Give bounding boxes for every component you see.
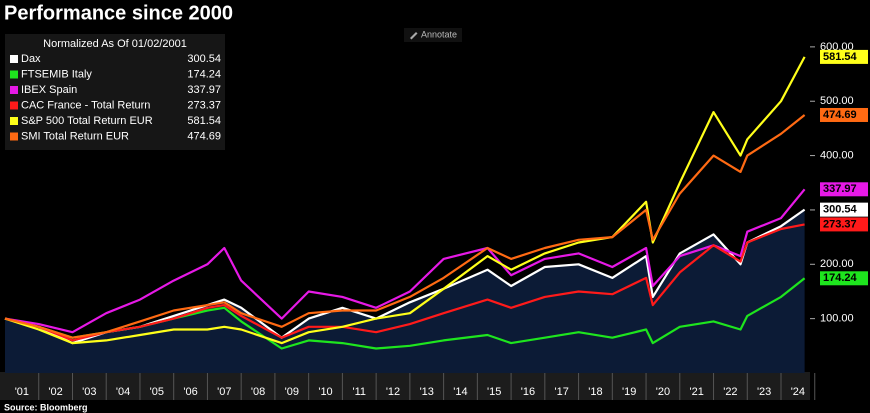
legend-box — [5, 34, 225, 150]
value-tag — [820, 271, 868, 286]
y-tick-label: 400.00 — [820, 149, 854, 161]
legend-swatch — [10, 132, 18, 141]
button-bg[interactable] — [404, 28, 462, 42]
annotate-button[interactable]: Annotate — [404, 28, 462, 42]
line — [4, 56, 806, 345]
value-tag — [820, 217, 868, 232]
value-tag — [820, 182, 868, 197]
legend-value: 174.24 — [187, 68, 221, 80]
x-tick-label: '21 — [689, 386, 703, 398]
legend-swatch — [10, 55, 18, 63]
pencil-icon — [410, 32, 418, 40]
x-tick-label: '03 — [82, 386, 96, 398]
legend-value: 581.54 — [187, 115, 221, 127]
x-tick-label: '06 — [183, 386, 197, 398]
x-tick-label: '18 — [588, 386, 602, 398]
x-tick-label: '14 — [453, 386, 467, 398]
value-tag-label: 300.54 — [823, 204, 858, 216]
x-tick-label: '11 — [352, 386, 366, 398]
legend-swatch — [10, 70, 18, 79]
area — [5, 209, 805, 373]
line — [4, 208, 806, 345]
value-tag — [820, 49, 868, 64]
x-axis-band — [0, 372, 810, 400]
x-tick-label: '22 — [723, 386, 737, 398]
x-tick-label: '24 — [791, 386, 805, 398]
x-tick-label: '09 — [285, 386, 299, 398]
x-tick-label: '17 — [555, 386, 569, 398]
legend-value: 474.69 — [187, 130, 221, 142]
value-tag-label: 581.54 — [823, 51, 858, 63]
legend-label: IBEX Spain — [21, 84, 77, 96]
x-tick-label: '04 — [116, 386, 130, 398]
legend-label: S&P 500 Total Return EUR — [21, 115, 153, 127]
legend-value: 273.37 — [187, 99, 221, 111]
x-tick-label: '02 — [48, 386, 62, 398]
x-tick-label: '05 — [150, 386, 164, 398]
value-tag-label: 337.97 — [823, 183, 857, 195]
legend-label: CAC France - Total Return — [21, 99, 150, 111]
plot — [4, 56, 806, 373]
y-tick-label: 100.00 — [820, 313, 854, 325]
button-label[interactable]: Annotate — [421, 29, 457, 39]
x-tick-label: '07 — [217, 386, 231, 398]
legend-title: Normalized As Of 01/02/2001 — [43, 38, 187, 50]
source: Source: Bloomberg — [4, 402, 88, 412]
legend-label: SMI Total Return EUR — [21, 130, 129, 142]
value-tag — [820, 202, 868, 217]
legend-value: 337.97 — [187, 84, 221, 96]
x-tick-label: '19 — [622, 386, 636, 398]
x-tick-label: '23 — [757, 386, 771, 398]
x-tick-label: '08 — [251, 386, 265, 398]
legend-label: FTSEMIB Italy — [21, 68, 92, 80]
legend-swatch — [10, 101, 18, 110]
line — [4, 188, 806, 334]
legend-swatch — [10, 86, 18, 94]
y-tick-label: 600.00 — [820, 41, 854, 53]
x-tick-label: '15 — [487, 386, 501, 398]
x-tick-label: '10 — [318, 386, 332, 398]
y-tick-label: 200.00 — [820, 258, 854, 270]
x-tick-label: '13 — [420, 386, 434, 398]
y-tick-label: 500.00 — [820, 95, 854, 107]
x-tick-label: '16 — [521, 386, 535, 398]
legend-value: 300.54 — [187, 53, 221, 65]
value-tag-label: 174.24 — [823, 272, 858, 284]
legend-swatch — [10, 117, 18, 125]
value-tag-label: 474.69 — [823, 109, 857, 121]
legend-label: Dax — [21, 53, 41, 65]
x-tick-label: '12 — [386, 386, 400, 398]
value-tag-label: 273.37 — [823, 218, 857, 230]
value-tag — [820, 107, 868, 122]
line — [4, 114, 806, 339]
chart-title: Performance since 2000 — [4, 2, 233, 24]
line — [4, 223, 805, 342]
x-tick-label: '01 — [15, 386, 29, 398]
x-tick-label: '20 — [656, 386, 670, 398]
